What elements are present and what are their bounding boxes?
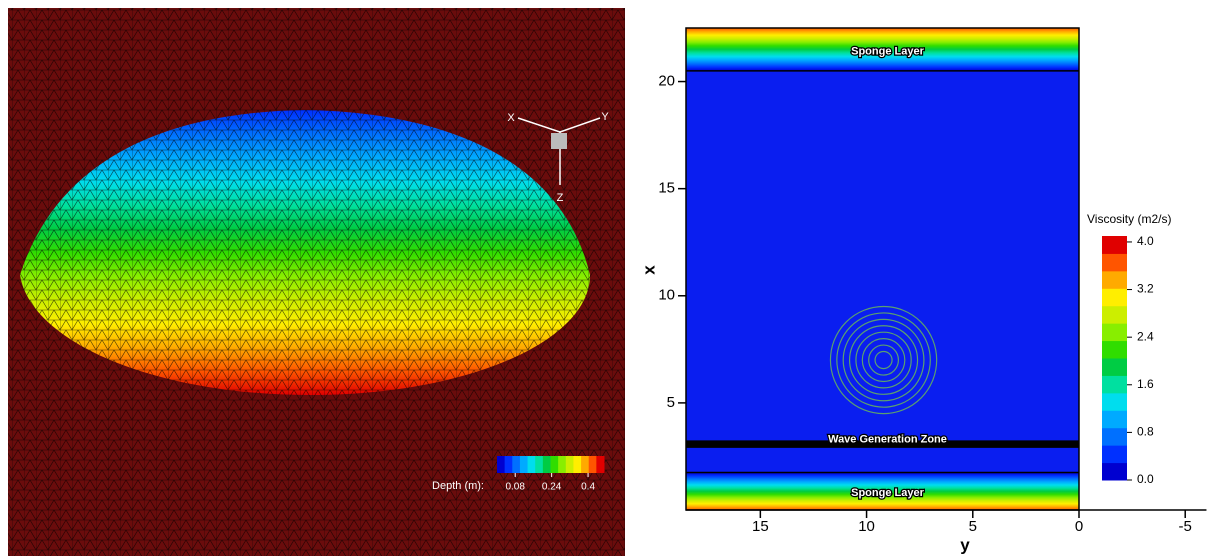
colorbar-tick-label: 2.4: [1137, 329, 1154, 343]
surface-panel: X Y Z Depth (m):: [8, 8, 625, 556]
colorbar-swatch: [1102, 375, 1127, 393]
y-axis-label: x: [639, 265, 658, 275]
x-tick-label: 5: [969, 518, 977, 535]
x-tick-label: 10: [858, 518, 875, 535]
colorbar-swatch: [1102, 306, 1127, 324]
triad-label: Y: [601, 111, 609, 123]
colorbar-swatch: [1102, 358, 1127, 376]
y-tick-label: 10: [658, 287, 675, 304]
colorbar-swatch: [543, 456, 551, 473]
colorbar-label: Viscosity (m2/s): [1087, 212, 1171, 226]
y-tick-label: 15: [658, 180, 675, 197]
x-tick-label: -5: [1179, 518, 1192, 535]
colorbar-swatch: [1102, 288, 1127, 306]
colorbar-swatch: [1102, 463, 1127, 481]
colorbar-swatch: [1102, 393, 1127, 411]
colorbar-swatch: [1102, 445, 1127, 463]
colorbar-tick-label: 0.8: [1137, 425, 1154, 439]
colorbar-label: Depth (m):: [432, 480, 484, 492]
colorbar-swatch: [1102, 236, 1127, 254]
region-label: Sponge Layer: [851, 487, 924, 499]
colorbar-tick-label: 0.0: [1137, 472, 1154, 486]
colorbar-swatch: [1102, 410, 1127, 428]
colorbar-swatch: [558, 456, 566, 473]
y-tick-label: 20: [658, 73, 675, 90]
colorbar-swatch: [535, 456, 543, 473]
x-tick-label: 0: [1075, 518, 1083, 535]
colorbar-swatch: [512, 456, 520, 473]
colorbar-swatch: [1102, 271, 1127, 289]
colorbar-swatch: [497, 456, 505, 473]
x-tick-label: 15: [752, 518, 769, 535]
colorbar-swatch: [520, 456, 528, 473]
colorbar-swatch: [551, 456, 559, 473]
triad-label: X: [507, 112, 515, 124]
figure: X Y Z Depth (m): x y Viscosity (m2/s) 0.…: [0, 0, 1218, 556]
region-label: Wave Generation Zone: [828, 433, 947, 445]
y-tick-label: 5: [667, 394, 675, 411]
region-label: Sponge Layer: [851, 45, 924, 57]
colorbar-swatch: [581, 456, 589, 473]
colorbar-swatch: [528, 456, 536, 473]
colorbar-swatch: [1102, 323, 1127, 341]
colorbar-tick-label: 1.6: [1137, 377, 1154, 391]
colorbar-swatch: [505, 456, 513, 473]
colorbar-swatch: [1102, 428, 1127, 446]
colorbar-swatch: [1102, 341, 1127, 359]
colorbar-tick-label: 0.4: [581, 482, 595, 493]
colorbar-swatch: [596, 456, 604, 473]
colorbar-tick-label: 0.24: [542, 482, 562, 493]
colorbar-swatch: [566, 456, 574, 473]
colorbar-swatch: [1102, 253, 1127, 271]
colorbar-swatch: [589, 456, 597, 473]
triad-cube: [551, 133, 567, 149]
triad-label: Z: [557, 192, 564, 204]
colorbar-tick-label: 3.2: [1137, 282, 1154, 296]
colorbar-tick-label: 4.0: [1137, 234, 1154, 248]
colorbar-tick-label: 0.08: [505, 482, 525, 493]
colorbar-swatch: [573, 456, 581, 473]
x-axis-label: y: [960, 535, 970, 554]
